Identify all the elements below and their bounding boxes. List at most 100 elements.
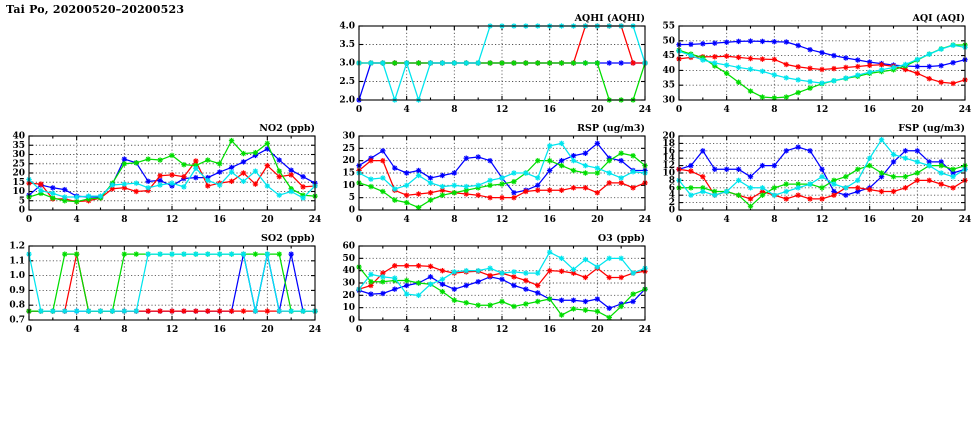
y-tick-label: 60	[342, 242, 355, 252]
data-point-marker	[487, 157, 493, 164]
data-point-marker	[606, 274, 612, 281]
y-tick-label: 0.9	[9, 286, 25, 296]
data-point-marker	[523, 170, 529, 176]
data-point-marker	[169, 308, 175, 314]
data-point-marker	[570, 153, 577, 159]
data-point-marker	[415, 167, 422, 174]
data-point-marker	[759, 38, 766, 45]
chart-panel-no2: NO2 (ppb) 0 5 10 15 20 25 30 35 40 0 4 8 12 16 20 24	[0, 120, 325, 232]
data-point-marker	[380, 274, 386, 280]
data-point-marker	[50, 185, 56, 191]
data-point-marker	[169, 152, 175, 159]
data-point-marker	[392, 186, 398, 192]
x-tick-label: 12	[816, 105, 829, 115]
data-point-marker	[843, 75, 849, 81]
data-point-marker	[205, 183, 211, 189]
x-tick-label: 16	[863, 105, 876, 115]
data-point-marker	[451, 60, 458, 66]
y-tick-label: 2	[669, 198, 675, 208]
y-tick-label: 50	[342, 254, 355, 264]
data-point-marker	[439, 192, 446, 198]
data-point-marker	[843, 174, 849, 180]
data-point-marker	[451, 286, 458, 292]
y-tick-label: 4	[669, 191, 675, 201]
y-tick-label: 40	[12, 132, 25, 142]
data-point-marker	[783, 196, 789, 202]
data-point-marker	[121, 251, 128, 257]
data-point-marker	[73, 194, 80, 200]
data-point-marker	[380, 157, 386, 164]
y-tick-label: 15	[342, 169, 355, 179]
data-series-4	[356, 249, 648, 299]
data-point-marker	[216, 308, 223, 314]
data-point-marker	[427, 180, 434, 186]
data-point-marker	[403, 277, 410, 284]
data-point-marker	[735, 64, 742, 71]
data-point-marker	[288, 251, 294, 257]
plot-frame	[28, 135, 316, 211]
x-tick-label: 16	[543, 105, 556, 115]
data-point-marker	[950, 60, 956, 66]
data-point-marker	[855, 72, 861, 78]
data-point-marker	[747, 88, 754, 94]
data-point-marker	[475, 60, 481, 66]
series-line	[29, 253, 315, 312]
data-point-marker	[252, 168, 259, 174]
data-point-marker	[368, 183, 374, 190]
data-series-4	[26, 251, 318, 314]
data-point-marker	[938, 62, 944, 69]
data-point-marker	[121, 181, 128, 187]
data-point-marker	[712, 40, 718, 46]
data-point-marker	[499, 60, 505, 66]
data-point-marker	[276, 308, 282, 314]
data-point-marker	[926, 51, 932, 57]
data-point-marker	[866, 155, 873, 161]
data-point-marker	[700, 41, 706, 47]
data-point-marker	[380, 60, 386, 66]
data-point-marker	[831, 192, 837, 198]
data-point-marker	[50, 308, 56, 314]
data-point-marker	[594, 165, 601, 171]
data-point-marker	[523, 277, 529, 284]
data-point-marker	[570, 297, 577, 303]
x-tick-label: 24	[309, 325, 322, 335]
data-point-marker	[606, 180, 612, 186]
data-point-marker	[368, 282, 374, 289]
data-point-marker	[759, 56, 766, 62]
data-point-marker	[914, 159, 921, 165]
data-point-marker	[264, 183, 271, 189]
data-point-marker	[535, 187, 541, 193]
data-point-marker	[511, 274, 517, 280]
data-point-marker	[558, 187, 565, 193]
data-point-marker	[193, 308, 199, 314]
data-point-marker	[487, 177, 493, 184]
data-point-marker	[606, 170, 612, 176]
data-point-marker	[499, 194, 505, 201]
x-tick-label: 12	[496, 325, 509, 335]
y-tick-label: 3.0	[339, 59, 355, 69]
data-point-marker	[747, 196, 754, 202]
data-point-marker	[133, 160, 139, 166]
data-point-marker	[700, 174, 706, 180]
data-point-marker	[795, 192, 801, 198]
data-point-marker	[606, 157, 612, 164]
plot-frame	[678, 25, 966, 101]
data-point-marker	[276, 192, 282, 198]
data-point-marker	[276, 174, 282, 180]
data-point-marker	[499, 270, 505, 276]
data-point-marker	[878, 137, 885, 143]
data-point-marker	[712, 188, 718, 195]
data-point-marker	[558, 268, 565, 274]
data-point-marker	[228, 137, 235, 144]
data-point-marker	[831, 52, 837, 59]
data-point-marker	[368, 271, 374, 278]
data-point-marker	[487, 194, 493, 201]
data-point-marker	[463, 282, 469, 289]
data-point-marker	[618, 150, 624, 156]
data-point-marker	[558, 157, 565, 164]
data-point-marker	[451, 269, 458, 275]
data-point-marker	[950, 185, 956, 191]
data-point-marker	[380, 148, 386, 154]
data-point-marker	[712, 166, 718, 172]
data-point-marker	[771, 56, 778, 63]
